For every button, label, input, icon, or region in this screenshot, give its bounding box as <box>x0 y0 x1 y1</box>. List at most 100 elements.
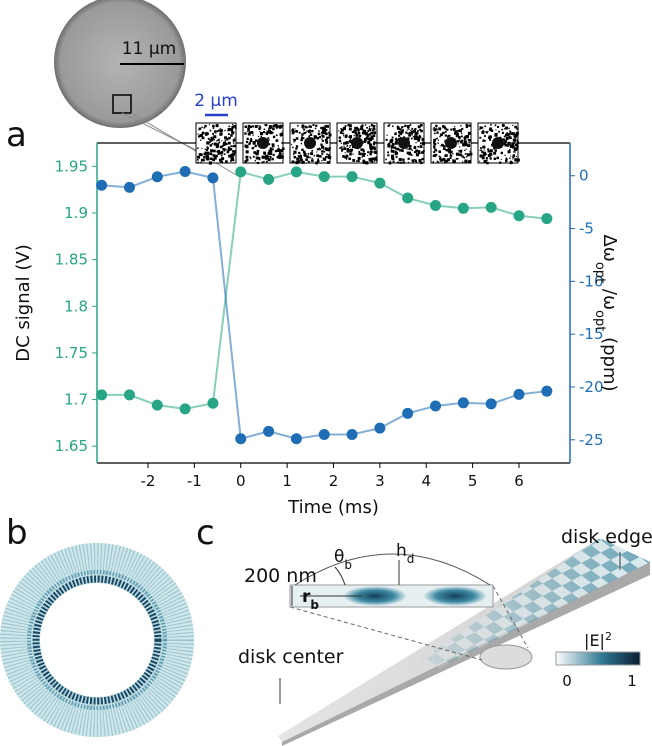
field-lobe <box>343 586 407 606</box>
radius-label: rb <box>302 587 319 612</box>
speckle <box>212 127 215 129</box>
speckle <box>449 153 451 155</box>
speckle <box>374 150 378 154</box>
speckle <box>412 136 414 138</box>
speckle <box>411 134 413 136</box>
speckle <box>511 142 514 145</box>
speckle <box>407 161 410 163</box>
speckle <box>479 154 483 158</box>
speckle <box>391 146 394 149</box>
speckle <box>488 135 492 139</box>
speckle <box>218 141 221 144</box>
speckle <box>263 128 266 131</box>
speckle <box>347 124 350 127</box>
speckle <box>442 147 446 150</box>
speckle <box>388 124 391 126</box>
speckle <box>213 142 217 146</box>
speckle <box>357 128 360 131</box>
speckle <box>493 151 497 155</box>
speckle <box>325 141 328 144</box>
speckle-core <box>257 137 269 149</box>
speckle <box>295 147 298 150</box>
speckle <box>271 143 275 146</box>
speckle <box>407 137 410 140</box>
speckle <box>504 140 507 144</box>
speckle <box>513 133 515 135</box>
speckle <box>271 157 274 161</box>
ring-mode-side <box>27 570 167 710</box>
speckle <box>367 137 371 141</box>
field-lobe <box>423 586 487 606</box>
speckle <box>204 133 208 136</box>
speckle <box>453 126 456 128</box>
speckle <box>298 131 301 134</box>
speckle <box>197 155 200 159</box>
speckle <box>482 151 486 156</box>
speckle <box>248 143 251 146</box>
radius-label-part: b <box>310 598 319 612</box>
speckle <box>391 154 395 158</box>
speckle <box>433 147 436 149</box>
speckle <box>295 130 298 133</box>
speckle <box>266 133 269 136</box>
speckle <box>434 148 437 152</box>
speckle <box>421 157 424 161</box>
speckle <box>452 159 455 163</box>
speckle <box>452 153 454 155</box>
speckle <box>438 127 442 131</box>
speckle <box>400 131 403 134</box>
speckle <box>223 150 226 152</box>
speckle <box>481 150 484 154</box>
y2-axis-title: Δωopt /ωopt (ppm) <box>593 234 621 391</box>
speckle <box>305 158 308 161</box>
speckle <box>467 131 472 135</box>
speckle <box>316 151 318 153</box>
speckle <box>320 145 325 149</box>
speckle <box>268 143 271 146</box>
speckle <box>299 154 302 157</box>
speckle <box>212 124 215 128</box>
speckle <box>231 156 233 159</box>
speckle <box>322 140 324 142</box>
speckle <box>204 124 207 128</box>
speckle <box>224 140 226 142</box>
data-point <box>207 397 219 409</box>
data-point <box>207 172 219 184</box>
x-tick-label: 1 <box>282 472 292 490</box>
speckle <box>352 153 354 155</box>
speckle <box>201 131 204 135</box>
height-label-part: h <box>396 541 407 561</box>
speckle <box>308 135 311 138</box>
speckle <box>308 125 311 128</box>
speckle <box>365 161 369 165</box>
speckle <box>356 129 358 131</box>
speckle <box>450 154 452 156</box>
speckle <box>300 138 303 142</box>
field-pattern <box>420 538 650 668</box>
speckle <box>509 157 511 159</box>
speckle <box>406 125 410 128</box>
speckle <box>385 138 388 141</box>
speckle <box>339 147 342 150</box>
speckle <box>510 155 512 157</box>
speckle <box>487 130 489 132</box>
speckle <box>272 153 275 156</box>
data-point <box>96 389 108 401</box>
speckle <box>454 161 456 163</box>
data-point <box>96 179 108 191</box>
data-point <box>457 397 469 409</box>
speckle <box>281 125 284 127</box>
speckle <box>249 139 253 143</box>
speckle <box>410 153 413 156</box>
speckle <box>506 133 510 137</box>
speckle <box>369 138 373 142</box>
speckle <box>398 149 402 152</box>
speckle <box>249 156 251 158</box>
speckle <box>432 128 434 130</box>
speckle <box>501 124 505 127</box>
speckle <box>408 151 411 154</box>
speckle <box>466 142 468 145</box>
speckle <box>467 144 471 148</box>
speckle <box>208 161 213 165</box>
